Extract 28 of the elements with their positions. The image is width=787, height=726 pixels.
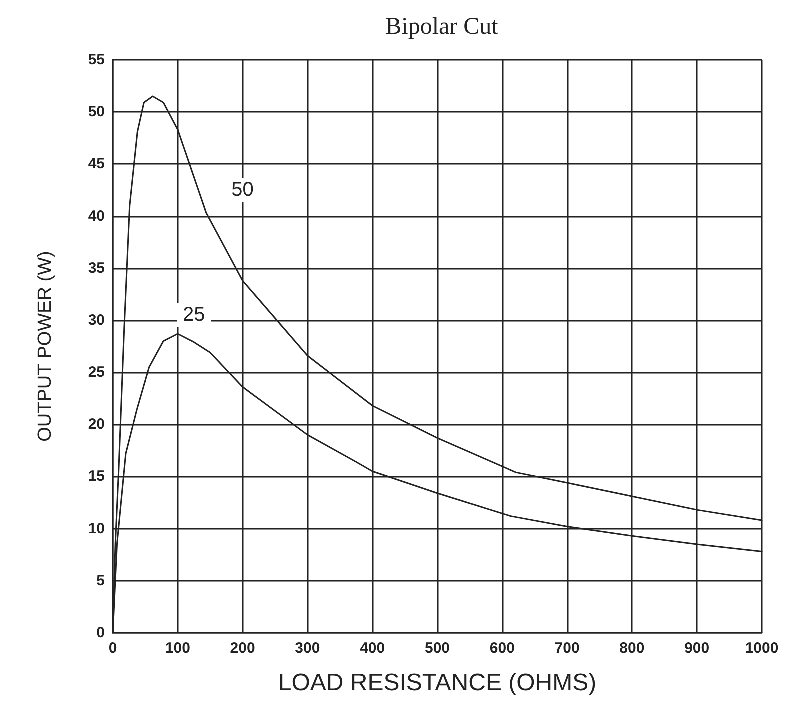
x-tick-label: 1000 (745, 640, 779, 657)
y-tick-label: 50 (88, 104, 105, 121)
x-tick-label: 300 (295, 640, 320, 657)
x-tick-label: 900 (684, 640, 710, 657)
chart-title: Bipolar Cut (386, 14, 499, 40)
y-tick-label: 55 (88, 52, 105, 68)
x-axis-title: LOAD RESISTANCE (OHMS) (278, 670, 597, 696)
x-tick-label: 600 (490, 640, 515, 657)
x-tick-label: 500 (424, 640, 450, 657)
y-tick-label: 20 (88, 416, 105, 434)
y-tick-label: 15 (88, 468, 105, 486)
x-tick-label: 800 (620, 640, 645, 657)
x-tick-label: 200 (230, 640, 256, 657)
annotation: 25 (183, 304, 206, 326)
y-tick-label: 40 (88, 208, 105, 225)
x-tick-label: 100 (165, 640, 190, 657)
x-tick-label: 700 (554, 640, 580, 657)
annotation: 50 (232, 179, 254, 202)
y-tick-label: 5 (96, 572, 105, 590)
y-tick-label: 45 (88, 156, 105, 173)
y-axis-title: OUTPUT POWER (W) (35, 251, 56, 442)
y-tick-label: 35 (88, 260, 105, 277)
y-tick-label: 0 (96, 624, 105, 642)
y-tick-label: 25 (88, 364, 105, 382)
x-tick-label: 400 (360, 640, 386, 657)
y-tick-label: 30 (88, 312, 105, 329)
x-tick-label: 0 (108, 640, 118, 657)
y-tick-label: 10 (88, 520, 105, 538)
